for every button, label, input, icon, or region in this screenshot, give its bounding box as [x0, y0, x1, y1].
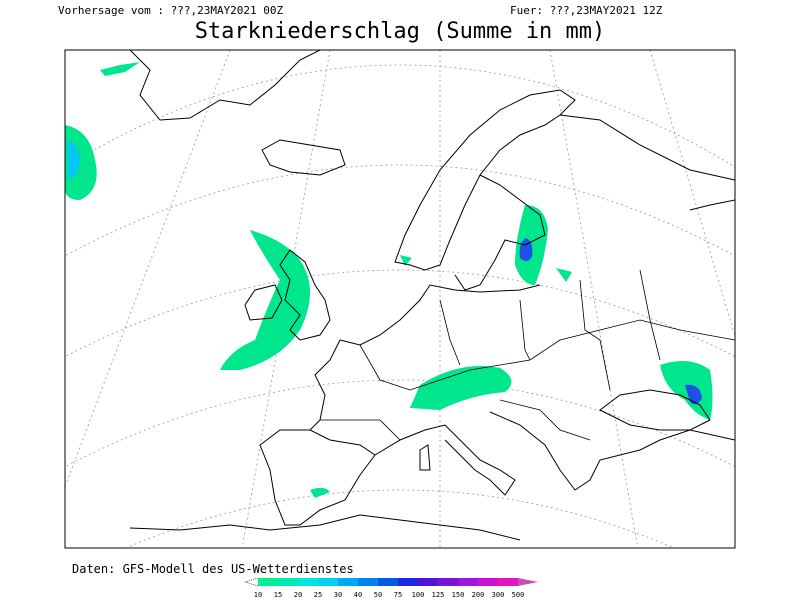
data-source: Daten: GFS-Modell des US-Wetterdienstes	[72, 562, 354, 576]
colorbar-label: 40	[354, 591, 362, 599]
colorbar-label: 20	[294, 591, 302, 599]
colorbar-segment	[358, 578, 378, 586]
colorbar: 10 15 20 25 30 40 50 75 100 125 150 200 300 500	[243, 577, 538, 599]
forecast-time: Vorhersage vom : ???,23MAY2021 00Z	[58, 4, 284, 17]
borders	[320, 269, 735, 441]
colorbar-segment	[398, 578, 418, 586]
map	[64, 49, 736, 549]
colorbar-segment	[378, 578, 398, 586]
colorbar-segment	[338, 578, 358, 586]
colorbar-segment	[438, 578, 458, 586]
precipitation	[65, 62, 713, 498]
valid-time: Fuer: ???,23MAY2021 12Z	[510, 4, 663, 17]
colorbar-label: 10	[254, 591, 262, 599]
colorbar-label: 25	[314, 591, 322, 599]
colorbar-label: 75	[394, 591, 402, 599]
colorbar-label: 500	[512, 591, 525, 599]
colorbar-label: 125	[432, 591, 445, 599]
colorbar-segment	[298, 578, 318, 586]
colorbar-label: 50	[374, 591, 382, 599]
colorbar-segment	[278, 578, 298, 586]
colorbar-label: 200	[472, 591, 485, 599]
colorbar-low-end	[243, 577, 259, 587]
colorbar-label: 100	[412, 591, 425, 599]
colorbar-segment	[478, 578, 498, 586]
colorbar-segment	[498, 578, 518, 586]
colorbar-segment	[258, 578, 278, 586]
title: Starkniederschlag (Summe in mm)	[195, 19, 606, 44]
colorbar-label: 30	[334, 591, 342, 599]
colorbar-high-end	[518, 578, 538, 586]
colorbar-label: 15	[274, 591, 282, 599]
map-frame	[64, 49, 736, 549]
colorbar-segment	[418, 578, 438, 586]
graticule	[65, 50, 735, 548]
colorbar-label: 150	[452, 591, 465, 599]
colorbar-segment	[458, 578, 478, 586]
colorbar-segment	[318, 578, 338, 586]
coastlines	[129, 50, 735, 541]
colorbar-label: 300	[492, 591, 505, 599]
